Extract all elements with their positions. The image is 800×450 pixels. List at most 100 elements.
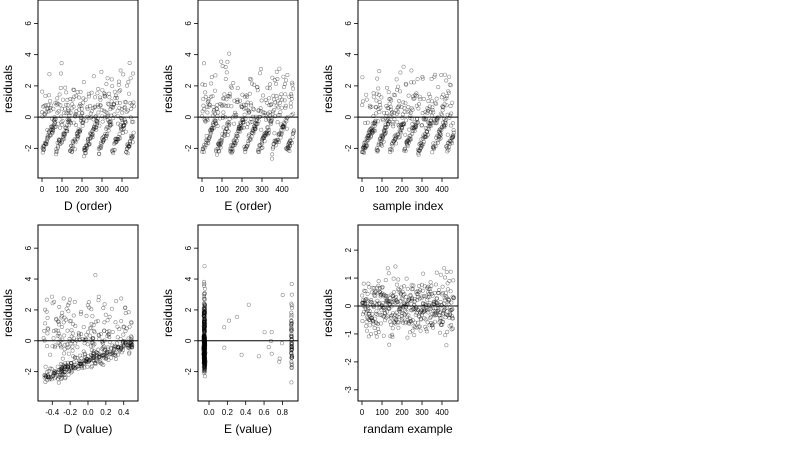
plot-frame: [197, 0, 299, 179]
point: [289, 346, 294, 351]
point: [202, 349, 207, 354]
point: [50, 124, 55, 129]
point: [95, 351, 100, 356]
point: [264, 130, 269, 135]
point: [90, 133, 95, 138]
point: [105, 101, 110, 106]
point: [109, 351, 114, 356]
point: [54, 147, 59, 152]
point: [70, 97, 75, 102]
point: [399, 125, 404, 130]
point: [203, 339, 208, 344]
point: [445, 329, 450, 334]
point: [202, 358, 207, 363]
point: [366, 137, 371, 142]
point: [254, 121, 259, 126]
point: [216, 110, 221, 115]
point: [42, 328, 47, 333]
point: [386, 271, 391, 276]
point: [407, 138, 412, 143]
point: [267, 82, 272, 87]
point: [202, 358, 207, 363]
point: [202, 352, 207, 357]
point: [400, 112, 405, 117]
point: [414, 91, 419, 96]
x-tick-label: 300: [415, 185, 429, 194]
point: [419, 142, 424, 147]
point: [87, 305, 92, 310]
point: [383, 130, 388, 135]
point: [402, 146, 407, 151]
point: [428, 286, 433, 291]
point: [384, 104, 389, 109]
point: [363, 145, 368, 150]
point: [446, 298, 451, 303]
point: [419, 123, 424, 128]
point: [235, 133, 240, 138]
point: [102, 328, 107, 333]
point: [81, 121, 86, 126]
point: [120, 110, 125, 115]
point: [203, 361, 208, 366]
point: [419, 123, 424, 128]
point: [289, 333, 294, 338]
point: [372, 121, 377, 126]
point: [375, 119, 380, 124]
point: [99, 107, 104, 112]
point: [268, 121, 273, 126]
point: [57, 372, 62, 377]
point: [380, 134, 385, 139]
point: [123, 329, 128, 334]
point: [65, 364, 70, 369]
point: [66, 351, 71, 356]
point: [131, 104, 136, 109]
point: [203, 341, 208, 346]
point: [378, 321, 383, 326]
point: [370, 312, 375, 317]
point: [119, 296, 124, 301]
point: [87, 137, 92, 142]
point: [226, 120, 231, 125]
point: [403, 304, 408, 309]
point: [101, 305, 106, 310]
point: [69, 328, 74, 333]
point: [202, 355, 207, 360]
point: [86, 137, 91, 142]
point: [202, 332, 207, 337]
point: [385, 118, 390, 123]
point: [360, 146, 365, 151]
point: [83, 151, 88, 156]
point: [56, 328, 61, 333]
y-tick-label: -2: [24, 144, 33, 152]
point: [53, 100, 58, 105]
point: [76, 129, 81, 134]
point: [407, 127, 412, 132]
point: [393, 136, 398, 141]
point: [43, 103, 48, 108]
point: [202, 283, 207, 288]
point: [220, 135, 225, 140]
point: [202, 349, 207, 354]
point: [53, 343, 58, 348]
point: [120, 348, 125, 353]
point: [289, 93, 294, 98]
point: [420, 301, 425, 306]
point: [201, 149, 206, 154]
point: [69, 370, 74, 375]
point: [422, 117, 427, 122]
y-axis-label: residuals: [1, 65, 15, 113]
point: [58, 366, 63, 371]
point: [362, 288, 367, 293]
point: [55, 333, 60, 338]
point: [269, 330, 274, 335]
point: [423, 317, 428, 322]
point: [232, 141, 237, 146]
point: [435, 309, 440, 314]
point: [66, 107, 71, 112]
point: [398, 307, 403, 312]
point: [411, 306, 416, 311]
point: [438, 316, 443, 321]
point: [382, 132, 387, 137]
point: [259, 141, 264, 146]
point: [236, 127, 241, 132]
